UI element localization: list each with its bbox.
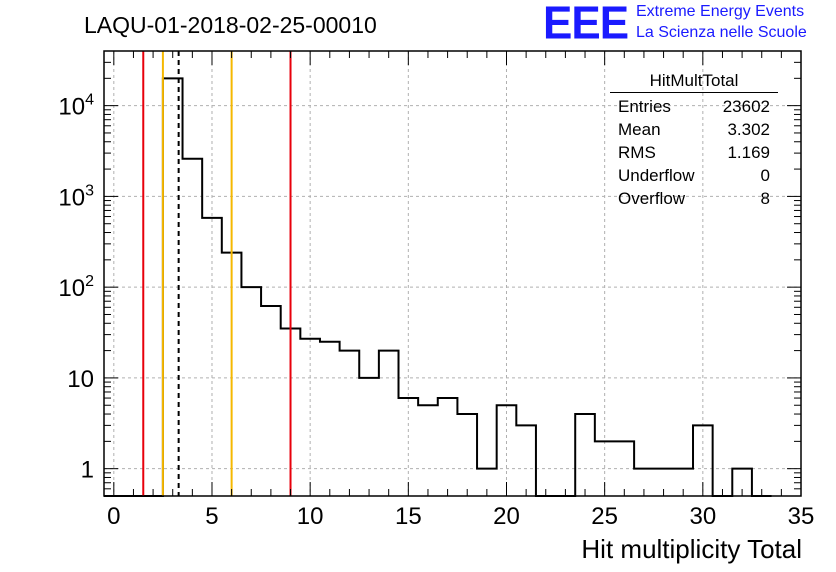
y-tick-label: 102: [58, 273, 94, 302]
stats-label: RMS: [618, 143, 656, 162]
stats-value: 3.302: [727, 120, 770, 139]
y-tick-label: 10: [67, 366, 94, 393]
x-axis-label: Hit multiplicity Total: [581, 534, 802, 564]
stats-row-underflow: Underflow 0: [610, 164, 778, 187]
stats-title: HitMultTotal: [610, 71, 778, 93]
stats-label: Underflow: [618, 166, 695, 185]
stats-value: 8: [760, 189, 770, 208]
stats-row-mean: Mean 3.302: [610, 118, 778, 141]
logo-line-2: La Scienza nelle Scuole: [636, 24, 807, 41]
x-tick-label: 20: [493, 503, 520, 530]
x-tick-label: 10: [297, 503, 324, 530]
stats-row-overflow: Overflow 8: [610, 187, 778, 210]
eee-logo: EEE: [543, 0, 629, 50]
x-tick-label: 30: [689, 503, 716, 530]
stats-box: HitMultTotal Entries 23602 Mean 3.302 RM…: [610, 71, 778, 210]
stats-row-rms: RMS 1.169: [610, 141, 778, 164]
y-tick-label: 104: [58, 92, 94, 121]
logo-line-1: Extreme Energy Events: [636, 3, 805, 20]
stats-value: 23602: [722, 97, 770, 116]
plot-title: LAQU-01-2018-02-25-00010: [84, 12, 377, 38]
histogram-outline: [104, 77, 772, 497]
stats-label: Entries: [618, 97, 671, 116]
plot-frame: [103, 50, 802, 497]
stats-value: 1.169: [727, 143, 770, 162]
stats-row-entries: Entries 23602: [610, 95, 778, 118]
stats-label: Mean: [618, 120, 661, 139]
x-tick-label: 5: [205, 503, 218, 530]
x-tick-label: 25: [591, 503, 618, 530]
x-tick-label: 0: [107, 503, 120, 530]
x-tick-label: 15: [395, 503, 422, 530]
y-tick-label: 1: [81, 457, 94, 484]
x-tick-label: 35: [788, 503, 815, 530]
stats-value: 0: [760, 166, 770, 185]
y-tick-label: 103: [58, 182, 94, 211]
stats-label: Overflow: [618, 189, 686, 208]
